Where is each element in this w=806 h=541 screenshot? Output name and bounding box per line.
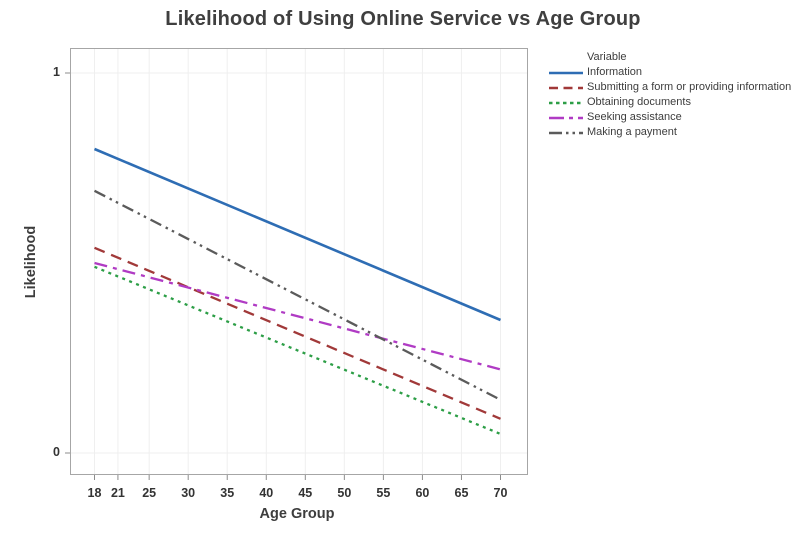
legend-label: Information <box>587 66 643 78</box>
x-tick-label: 35 <box>220 486 235 500</box>
series-line-3 <box>94 261 501 371</box>
legend-row: Obtaining documents <box>549 95 799 110</box>
x-tick-label: 50 <box>337 486 352 500</box>
y-tick-label: 1 <box>53 65 60 79</box>
x-tick-label: 60 <box>415 486 430 500</box>
legend-title: Variable <box>587 51 627 63</box>
legend-line-sample <box>549 101 583 104</box>
legend-row: Seeking assistance <box>549 110 799 125</box>
legend-line-sample <box>549 131 583 134</box>
x-tick-label: 30 <box>181 486 196 500</box>
legend-row: Making a payment <box>549 125 799 140</box>
legend: Variable Information Submitting a form or… <box>549 50 799 140</box>
x-tick-label: 70 <box>493 486 508 500</box>
legend-label: Obtaining documents <box>587 96 691 108</box>
series-line-1 <box>94 246 501 420</box>
legend-row: Submitting a form or providing informati… <box>549 80 799 95</box>
series-line-2 <box>94 265 501 436</box>
legend-rows: Information Submitting a form or providin… <box>549 65 799 140</box>
x-tick-label: 25 <box>142 486 157 500</box>
legend-line-sample <box>549 116 583 119</box>
legend-label: Submitting a form or providing informati… <box>587 81 792 93</box>
legend-row: Information <box>549 65 799 80</box>
legend-label: Making a payment <box>587 126 677 138</box>
y-axis-label: Likelihood <box>23 225 39 299</box>
x-tick-label: 45 <box>298 486 313 500</box>
y-tick-label: 0 <box>53 445 60 459</box>
legend-line-sample <box>549 71 583 74</box>
series-line-4 <box>93 189 502 401</box>
x-axis-label: Age Group <box>259 506 335 522</box>
x-tick-label: 40 <box>259 486 274 500</box>
legend-label: Seeking assistance <box>587 111 682 123</box>
legend-line-sample <box>549 86 583 89</box>
plot-area-border <box>70 48 528 475</box>
x-tick-label: 65 <box>454 486 469 500</box>
x-tick-label: 18 <box>87 486 102 500</box>
x-tick-label: 21 <box>110 486 125 500</box>
series-line-0 <box>93 147 502 322</box>
chart-title: Likelihood of Using Online Service vs Ag… <box>165 8 641 30</box>
x-tick-label: 55 <box>376 486 391 500</box>
